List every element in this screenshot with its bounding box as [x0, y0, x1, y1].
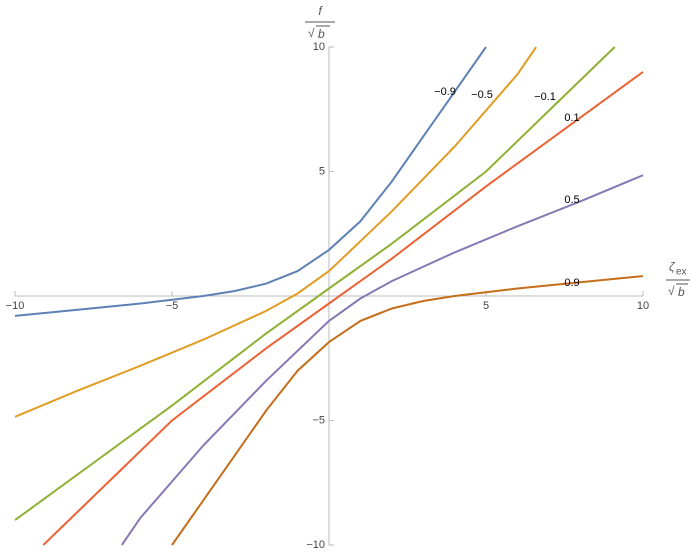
curve-label: −0.5: [471, 89, 493, 101]
x-tick-label: 10: [637, 300, 649, 312]
x-tick-label: −5: [166, 300, 179, 312]
y-label-denominator: b: [318, 27, 325, 41]
curve: [14, 46, 616, 521]
curve: [14, 46, 538, 418]
curve: [120, 174, 644, 546]
x-label-symbol: ζ: [669, 260, 676, 274]
curve-label: 0.9: [564, 277, 579, 289]
curve: [171, 275, 644, 546]
y-tick-label: 10: [313, 41, 325, 53]
radical: √: [308, 26, 315, 40]
curve-label: 0.1: [564, 112, 579, 124]
y-tick-label: −5: [312, 414, 325, 426]
y-axis-label: f √ b: [305, 4, 335, 41]
curve: [14, 46, 487, 317]
x-tick-label: −10: [6, 300, 25, 312]
x-label-denominator: b: [678, 285, 685, 299]
radical: √: [668, 284, 675, 298]
y-label-symbol: f: [318, 4, 323, 18]
y-tick-label: 5: [319, 165, 325, 177]
curve-label: 0.5: [564, 194, 579, 206]
curve: [42, 71, 644, 546]
y-tick-label: −10: [306, 539, 325, 551]
curve-label: −0.1: [534, 91, 556, 103]
x-tick-label: 5: [483, 300, 489, 312]
curve-label: −0.9: [434, 86, 456, 98]
x-axis-label: ζ ex √ b: [666, 260, 690, 299]
x-label-subscript: ex: [676, 267, 687, 278]
